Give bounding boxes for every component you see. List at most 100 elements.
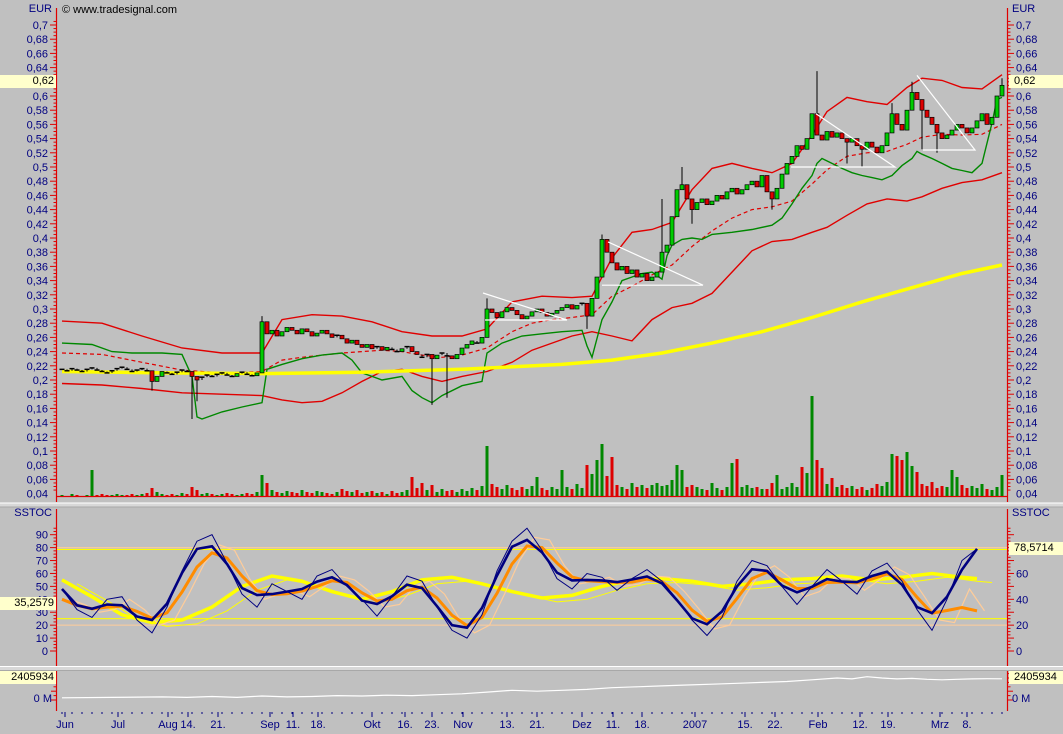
- svg-text:0,66: 0,66: [1016, 48, 1037, 60]
- svg-text:0,1: 0,1: [33, 446, 48, 458]
- svg-text:Nov: Nov: [453, 719, 473, 731]
- svg-text:0,4: 0,4: [1016, 233, 1031, 245]
- svg-text:0,42: 0,42: [1016, 219, 1037, 231]
- volume-zero-label-left: 0 M: [33, 693, 52, 705]
- svg-text:10: 10: [36, 633, 48, 645]
- svg-text:Aug: Aug: [158, 719, 178, 731]
- svg-text:20: 20: [1016, 620, 1028, 632]
- svg-text:0,22: 0,22: [1016, 361, 1037, 373]
- svg-text:0,5: 0,5: [33, 162, 48, 174]
- svg-text:0,7: 0,7: [1016, 20, 1031, 32]
- svg-text:0,36: 0,36: [1016, 261, 1037, 273]
- price-highlight-left: 0,62: [0, 75, 56, 88]
- svg-text:13.: 13.: [499, 719, 514, 731]
- svg-text:0,56: 0,56: [27, 119, 48, 131]
- svg-text:23.: 23.: [424, 719, 439, 731]
- svg-text:0: 0: [42, 646, 48, 658]
- svg-text:0,68: 0,68: [27, 34, 48, 46]
- svg-text:22.: 22.: [767, 719, 782, 731]
- svg-text:0,04: 0,04: [27, 489, 48, 501]
- svg-text:Jul: Jul: [111, 719, 125, 731]
- svg-text:0,14: 0,14: [27, 418, 48, 430]
- svg-text:0,26: 0,26: [1016, 332, 1037, 344]
- svg-text:Feb: Feb: [809, 719, 828, 731]
- svg-text:0,6: 0,6: [1016, 91, 1031, 103]
- svg-text:0,08: 0,08: [1016, 460, 1037, 472]
- svg-text:0,38: 0,38: [27, 247, 48, 259]
- svg-text:0,48: 0,48: [1016, 176, 1037, 188]
- svg-text:80: 80: [36, 543, 48, 555]
- svg-text:0,54: 0,54: [1016, 134, 1037, 146]
- svg-text:0,4: 0,4: [33, 233, 48, 245]
- svg-text:15.: 15.: [737, 719, 752, 731]
- svg-text:0,66: 0,66: [27, 48, 48, 60]
- price-highlight-right: 0,62: [1009, 75, 1063, 88]
- svg-text:30: 30: [36, 607, 48, 619]
- svg-text:21.: 21.: [210, 719, 225, 731]
- x-axis: Jun Jul Aug 14. 21. Sep 11. 18. Okt 16. 23. Nov 13. 2…: [56, 712, 1003, 731]
- price-panel: [57, 71, 1007, 498]
- svg-text:16.: 16.: [397, 719, 412, 731]
- sstoc-panel-label-left: SSTOC: [14, 507, 52, 519]
- svg-text:0,58: 0,58: [27, 105, 48, 117]
- svg-text:0,04: 0,04: [1016, 489, 1037, 501]
- svg-text:0,68: 0,68: [1016, 34, 1037, 46]
- svg-text:0,14: 0,14: [1016, 418, 1037, 430]
- svg-text:18.: 18.: [634, 719, 649, 731]
- svg-text:0,28: 0,28: [1016, 318, 1037, 330]
- svg-text:0,06: 0,06: [27, 474, 48, 486]
- svg-text:0,44: 0,44: [27, 205, 48, 217]
- svg-text:0,2: 0,2: [33, 375, 48, 387]
- svg-text:0,5: 0,5: [1016, 162, 1031, 174]
- svg-text:0,24: 0,24: [27, 347, 48, 359]
- panel-separators: [0, 502, 1063, 671]
- sstoc-panel: [57, 527, 1007, 639]
- svg-text:Dez: Dez: [572, 719, 592, 731]
- svg-text:0,32: 0,32: [27, 290, 48, 302]
- svg-text:0,12: 0,12: [1016, 432, 1037, 444]
- svg-text:0,6: 0,6: [33, 91, 48, 103]
- trendline-triangles[interactable]: [482, 75, 977, 321]
- svg-text:0,64: 0,64: [27, 63, 48, 75]
- svg-text:90: 90: [36, 530, 48, 542]
- svg-text:0,36: 0,36: [27, 261, 48, 273]
- svg-text:0,46: 0,46: [27, 190, 48, 202]
- svg-text:60: 60: [36, 568, 48, 580]
- svg-text:0: 0: [1016, 646, 1022, 658]
- svg-text:11.: 11.: [286, 719, 300, 731]
- svg-text:18.: 18.: [310, 719, 325, 731]
- svg-text:0,56: 0,56: [1016, 119, 1037, 131]
- currency-label-right: EUR: [1012, 3, 1036, 15]
- svg-text:40: 40: [1016, 594, 1028, 606]
- svg-text:0,3: 0,3: [1016, 304, 1031, 316]
- svg-text:0,38: 0,38: [1016, 247, 1037, 259]
- svg-text:50: 50: [36, 581, 48, 593]
- svg-text:11.: 11.: [606, 719, 620, 731]
- sstoc-highlight-right: 78,5714: [1009, 542, 1063, 555]
- svg-text:0,24: 0,24: [1016, 347, 1037, 359]
- sstoc-highlight-left: 35,2579: [0, 597, 56, 610]
- svg-text:2007: 2007: [683, 719, 707, 731]
- svg-text:0,16: 0,16: [27, 403, 48, 415]
- axes: 0,70,70,680,680,660,660,640,640,620,620,…: [27, 8, 1037, 711]
- svg-text:20: 20: [36, 620, 48, 632]
- svg-text:0,08: 0,08: [27, 460, 48, 472]
- svg-text:0,46: 0,46: [1016, 190, 1037, 202]
- svg-text:0,34: 0,34: [1016, 276, 1037, 288]
- svg-text:60: 60: [1016, 568, 1028, 580]
- svg-text:0,32: 0,32: [1016, 290, 1037, 302]
- candles-layer: [59, 71, 1005, 420]
- svg-text:Mrz: Mrz: [931, 719, 949, 731]
- svg-text:0,16: 0,16: [1016, 403, 1037, 415]
- svg-text:Jun: Jun: [56, 719, 74, 731]
- svg-text:0,18: 0,18: [27, 389, 48, 401]
- volume-bars: [57, 396, 1007, 498]
- svg-text:0,2: 0,2: [1016, 375, 1031, 387]
- svg-text:19.: 19.: [880, 719, 895, 731]
- svg-text:0,1: 0,1: [1016, 446, 1031, 458]
- svg-text:0,12: 0,12: [27, 432, 48, 444]
- svg-text:0,3: 0,3: [33, 304, 48, 316]
- svg-text:0,44: 0,44: [1016, 205, 1037, 217]
